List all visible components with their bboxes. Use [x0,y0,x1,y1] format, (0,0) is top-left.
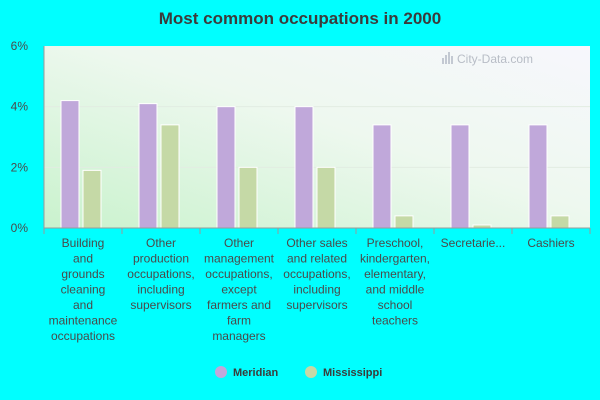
x-tick-label-line: Other [224,236,254,250]
watermark: City-Data.com [442,52,533,66]
legend-swatch-meridian [215,366,227,378]
x-tick-label-line: including [293,283,340,297]
x-tick-label-line: except [221,283,257,297]
x-tick-label-line: and middle [366,283,425,297]
x-tick-label-line: cleaning [61,283,106,297]
legend-label-mississippi: Mississippi [323,367,382,379]
bar-meridian-6[interactable] [528,124,548,229]
y-tick-label: 2% [11,160,29,174]
x-tick-label-line: Other [146,236,176,250]
x-tick-label-line: and related [287,252,347,266]
x-tick-label-line: grounds [61,267,104,281]
x-tick-label-line: Other sales [286,236,347,250]
x-tick-label-line: occupations [51,329,115,343]
x-tick-label: Building and grounds cleaning and maintenance… [49,236,118,343]
x-tick-label: Other management occupations, except farmers… [204,236,275,343]
x-tick-label-line: Building [62,236,105,250]
x-tick-label-line: and [73,298,93,312]
x-tick-label-line: including [137,283,184,297]
bar-mississippi-0[interactable] [82,169,102,229]
y-tick-label: 4% [11,100,29,114]
x-tick-label-line: management [204,252,275,266]
x-tick-label-line: school [378,298,413,312]
chart-title: Most common occupations in 2000 [159,9,441,28]
bar-mississippi-4[interactable] [394,215,414,229]
bar-meridian-4[interactable] [372,124,392,229]
bar-meridian-1[interactable] [138,103,158,229]
x-tick-label: Preschool, kindergarten, elementary, and mi… [360,236,430,328]
x-tick-label-line: occupations, [205,267,272,281]
x-tick-label-line: managers [212,329,265,343]
bar-meridian-0[interactable] [60,100,80,229]
watermark-icon [442,52,453,64]
x-tick-label-line: supervisors [286,298,347,312]
bar-mississippi-1[interactable] [160,124,180,229]
legend-swatch-mississippi [305,366,317,378]
x-tick-label-line: teachers [372,314,418,328]
x-tick-label-line: occupations, [283,267,350,281]
x-tick-label-line: farm [227,314,251,328]
x-tick-label-line: elementary, [364,267,426,281]
x-tick-label-line: occupations, [127,267,194,281]
bar-meridian-2[interactable] [216,106,236,229]
bar-meridian-5[interactable] [450,124,470,229]
y-axis: 0% 2% 4% 6% [11,39,590,235]
y-tick-label: 0% [11,221,29,235]
x-tick-label-line: supervisors [130,298,191,312]
x-tick-label-line: Secretarie... [441,236,506,250]
watermark-text: City-Data.com [457,52,533,66]
y-tick-label: 6% [11,39,29,53]
x-tick-label-line: production [133,252,189,266]
x-tick-label: Secretarie... [441,236,506,250]
x-tick-label: Other sales and related occupations, includ… [283,236,350,312]
x-tick-label: Other production occupations, including supe… [127,236,194,312]
bar-mississippi-3[interactable] [316,166,336,229]
x-tick-label-line: maintenance [49,314,118,328]
x-tick-label-line: and [73,252,93,266]
x-tick-label: Cashiers [527,236,574,250]
bar-meridian-3[interactable] [294,106,314,229]
bar-mississippi-6[interactable] [550,215,570,229]
legend-label-meridian: Meridian [233,367,279,379]
x-axis: Building and grounds cleaning and maintenance… [43,228,591,343]
x-tick-label-line: farmers and [207,298,271,312]
x-tick-label-line: Cashiers [527,236,574,250]
x-tick-label-line: Preschool, [367,236,424,250]
bar-mississippi-2[interactable] [238,166,258,229]
x-tick-label-line: kindergarten, [360,252,430,266]
legend: Meridian Mississippi [215,366,382,379]
